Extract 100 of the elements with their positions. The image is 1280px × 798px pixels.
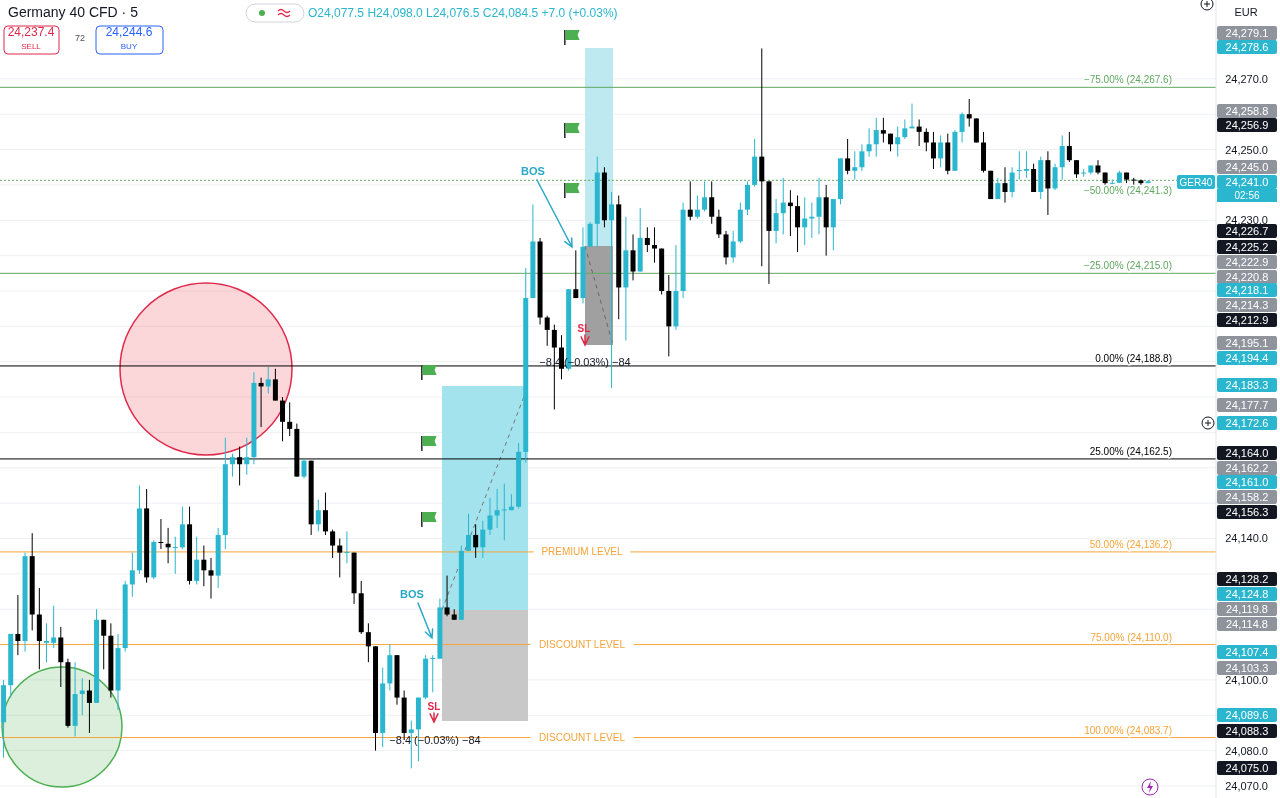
text: 24,107.4	[1225, 646, 1269, 658]
ref-line-label: 75.00% (24,110.0)	[1090, 631, 1172, 643]
y-tick-label: 24,100.0	[1225, 673, 1268, 686]
candlestick	[895, 126, 901, 158]
text: 24,212.9	[1225, 314, 1269, 326]
candlestick	[873, 117, 879, 158]
candlestick	[51, 605, 57, 649]
candlestick	[480, 520, 486, 559]
annotation: SL	[427, 701, 441, 712]
candlestick	[644, 226, 650, 253]
candlestick	[938, 134, 944, 168]
candlestick	[487, 497, 493, 536]
candlestick	[845, 138, 851, 175]
text: 24,225.2	[1225, 241, 1269, 253]
candlestick	[809, 202, 815, 239]
text: 24,124.8	[1225, 588, 1269, 600]
candlestick	[852, 150, 858, 181]
chart-title: Germany 40 CFD · 5	[8, 4, 139, 20]
annotation: 72	[74, 33, 86, 43]
annotation: BUY	[120, 42, 138, 51]
text: 24,128.2	[1225, 573, 1269, 585]
candlestick	[723, 230, 729, 265]
text: 24,222.9	[1225, 256, 1269, 268]
candlestick	[430, 654, 436, 693]
candlestick	[966, 98, 972, 128]
candlestick	[651, 226, 657, 264]
candlestick	[322, 492, 328, 536]
candlestick	[43, 622, 49, 663]
text: O24,077.5 H24,098.0 L24,076.5 C24,084.5 +7.0 (+0.03%)	[308, 6, 618, 20]
annotation: DISCOUNT LEVEL	[539, 732, 626, 744]
candlestick	[1031, 163, 1037, 193]
candlestick	[716, 209, 722, 239]
candlestick	[158, 518, 164, 550]
candlestick	[280, 396, 286, 442]
y-tick-label: 24,250.0	[1225, 143, 1268, 156]
text: 24,164.0	[1225, 447, 1269, 459]
candlestick	[759, 47, 765, 267]
candlestick	[866, 127, 872, 158]
candlestick	[923, 127, 929, 152]
ref-line-label: 0.00% (24,188.8)	[1095, 352, 1172, 364]
candlestick	[365, 622, 371, 663]
annotation: SL	[577, 323, 591, 334]
text: 24,258.8	[1225, 105, 1269, 117]
text: 24,172.6	[1225, 417, 1269, 429]
text: 24,103.3	[1225, 662, 1269, 674]
candlestick	[101, 619, 107, 670]
text: 02:56	[1234, 190, 1260, 201]
text: 24,241.0	[1225, 176, 1269, 188]
candlestick	[709, 180, 715, 225]
text: 24,088.3	[1225, 725, 1269, 737]
text: 24,245.0	[1225, 161, 1269, 173]
candlestick	[244, 437, 250, 476]
text: 24,158.2	[1225, 491, 1269, 503]
candlestick	[730, 230, 736, 264]
candlestick	[902, 119, 908, 140]
candlestick	[1023, 150, 1029, 179]
candlestick	[630, 233, 636, 281]
candlestick	[544, 315, 550, 347]
text: 24,156.3	[1225, 506, 1269, 518]
candlestick	[1002, 166, 1008, 204]
candlestick	[702, 180, 708, 212]
candlestick	[773, 198, 779, 244]
candlestick	[694, 195, 700, 219]
annotation: BOS	[521, 165, 545, 177]
candlestick	[330, 529, 336, 559]
candlestick	[795, 195, 801, 253]
text: 24,220.8	[1225, 271, 1269, 283]
text: EUR	[1234, 6, 1258, 18]
candlestick	[1059, 134, 1065, 181]
ref-line-label: −75.00% (24,267.6)	[1083, 74, 1172, 86]
ref-line-label: 50.00% (24,136.2)	[1089, 538, 1172, 550]
annotation: PREMIUM LEVEL	[541, 546, 623, 558]
candlestick	[337, 537, 343, 578]
candlestick	[859, 143, 865, 172]
candlestick	[573, 249, 579, 299]
y-tick-label: 24,140.0	[1225, 532, 1268, 545]
candlestick	[916, 119, 922, 147]
candlestick	[208, 557, 214, 600]
candlestick	[587, 221, 593, 248]
y-tick-label: 24,070.0	[1225, 779, 1268, 792]
annotation: GER40	[1179, 177, 1213, 188]
text: 24,194.4	[1225, 352, 1269, 364]
candlestick	[287, 401, 293, 437]
text: 24,183.3	[1225, 379, 1269, 391]
y-tick-label: 24,230.0	[1225, 214, 1268, 227]
ref-line-label: −50.00% (24,241.3)	[1083, 185, 1172, 197]
y-tick-label: 24,080.0	[1225, 744, 1268, 757]
candlestick	[466, 513, 472, 552]
candlestick	[959, 111, 965, 143]
text: 24,226.7	[1225, 225, 1269, 237]
text: 24,119.8	[1225, 603, 1269, 615]
annotation: 24,244.6	[105, 25, 153, 39]
candlestick	[880, 117, 886, 143]
annotation: DISCOUNT LEVEL	[539, 639, 626, 651]
text: 24,114.8	[1225, 618, 1269, 630]
candlestick	[301, 458, 307, 479]
candlestick	[816, 177, 822, 235]
text: 24,162.2	[1225, 462, 1269, 474]
text: 24,195.1	[1225, 337, 1269, 349]
candlestick	[501, 483, 507, 541]
